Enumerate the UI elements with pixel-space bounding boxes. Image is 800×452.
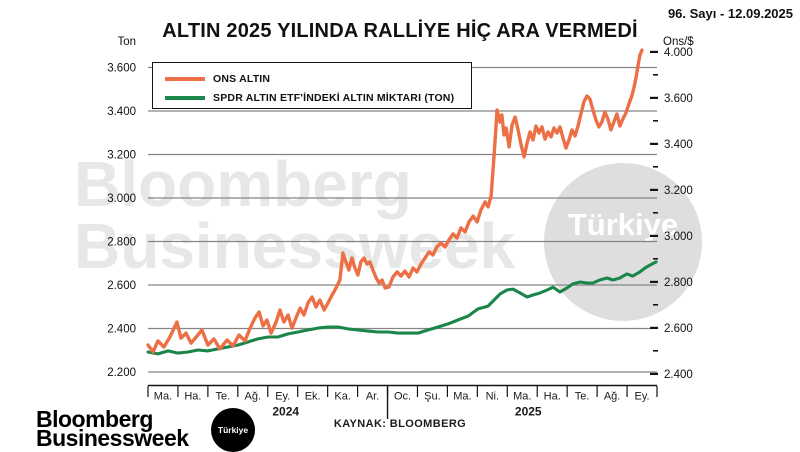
y-left-tick-label: 3.200 <box>107 150 136 162</box>
x-month-label: Ha. <box>184 391 201 403</box>
right-axis-minor-tick <box>653 350 658 352</box>
right-axis-tick <box>650 50 658 53</box>
left-axis-title: Ton <box>117 36 136 48</box>
x-month-label: Şu. <box>424 391 441 403</box>
chart-legend: ONS ALTIN SPDR ALTIN ETF'İNDEKİ ALTIN Mİ… <box>152 62 472 109</box>
y-right-tick-label: 3.000 <box>664 231 693 243</box>
x-month-label: Ma. <box>154 391 172 403</box>
y-right-tick-label: 2.800 <box>664 277 693 289</box>
x-month-label: Te. <box>216 391 231 403</box>
y-left-tick-label: 2.400 <box>107 324 136 336</box>
x-month-label: Te. <box>575 391 590 403</box>
x-month-label: Ey. <box>275 391 290 403</box>
turkiye-badge: Türkiye <box>211 408 255 452</box>
right-axis-minor-tick <box>653 304 658 306</box>
page-title: ALTIN 2025 YILINDA RALLİYE HİÇ ARA VERME… <box>162 20 638 42</box>
right-axis-tick <box>650 142 658 145</box>
y-left-tick-label: 2.200 <box>107 367 136 379</box>
y-right-tick-label: 3.400 <box>664 139 693 151</box>
watermark-businessweek: Businessweek <box>74 210 516 282</box>
ons-altin-line <box>146 48 644 354</box>
logo-line2: Businessweek <box>36 425 189 451</box>
y-left-tick-label: 3.400 <box>107 106 136 118</box>
bloomberg-businessweek-logo: Bloomberg Businessweek <box>36 406 189 451</box>
x-month-label: Ha. <box>544 391 561 403</box>
y-left-tick-label: 3.600 <box>107 63 136 75</box>
right-axis-tick <box>650 188 658 191</box>
spdr-etf-swatch <box>165 95 205 101</box>
legend-label: ONS ALTIN <box>213 73 271 85</box>
right-axis-minor-tick <box>653 166 658 168</box>
x-month-label: Ar. <box>366 391 379 403</box>
spdr-etf-line <box>146 260 658 356</box>
ons-altin-swatch <box>165 76 205 82</box>
watermark-turkiye-label: Türkiye <box>567 207 679 242</box>
x-month-label: Oc. <box>394 391 411 403</box>
legend-item-ons-altin: ONS ALTIN <box>165 71 270 87</box>
right-axis-minor-tick <box>653 258 658 260</box>
right-axis-tick <box>650 96 658 99</box>
legend-label: SPDR ALTIN ETF'İNDEKİ ALTIN MİKTARI (TON… <box>213 92 455 104</box>
x-month-label: Ka. <box>334 391 351 403</box>
y-right-tick-label: 4.000 <box>664 47 693 59</box>
x-month-label: Ağ. <box>604 391 621 403</box>
y-left-tick-label: 2.600 <box>107 280 136 292</box>
source-note: KAYNAK: BLOOMBERG <box>333 418 467 430</box>
y-left-tick-label: 2.800 <box>107 237 136 249</box>
right-axis-minor-tick <box>653 212 658 214</box>
x-month-label: Ağ. <box>245 391 262 403</box>
x-month-label: Ek. <box>305 391 321 403</box>
y-right-tick-label: 2.400 <box>664 369 693 381</box>
right-axis-tick <box>650 280 658 283</box>
y-right-tick-label: 3.200 <box>664 185 693 197</box>
turkiye-badge-label: Türkiye <box>217 425 249 435</box>
watermark-bloomberg: Bloomberg <box>74 148 412 220</box>
issue-date: 96. Sayı - 12.09.2025 <box>667 6 793 21</box>
x-year-label: 2024 <box>272 405 299 419</box>
right-axis-minor-tick <box>653 74 658 76</box>
y-left-tick-label: 3.000 <box>107 193 136 205</box>
logo-line1: Bloomberg <box>36 406 153 432</box>
x-month-label: Ni. <box>486 391 499 403</box>
right-axis-tick <box>650 372 658 375</box>
y-right-tick-label: 3.600 <box>664 93 693 105</box>
x-month-label: Ma. <box>453 391 471 403</box>
x-month-label: Ey. <box>634 391 649 403</box>
x-month-label: Ma. <box>513 391 531 403</box>
x-year-label: 2025 <box>515 405 542 419</box>
right-axis-tick <box>650 326 658 329</box>
legend-item-spdr-etf: SPDR ALTIN ETF'İNDEKİ ALTIN MİKTARI (TON… <box>165 90 454 106</box>
y-right-tick-label: 2.600 <box>664 323 693 335</box>
right-axis-minor-tick <box>653 120 658 122</box>
right-axis-title: Ons/$ <box>663 36 694 48</box>
right-axis-tick <box>650 234 658 237</box>
